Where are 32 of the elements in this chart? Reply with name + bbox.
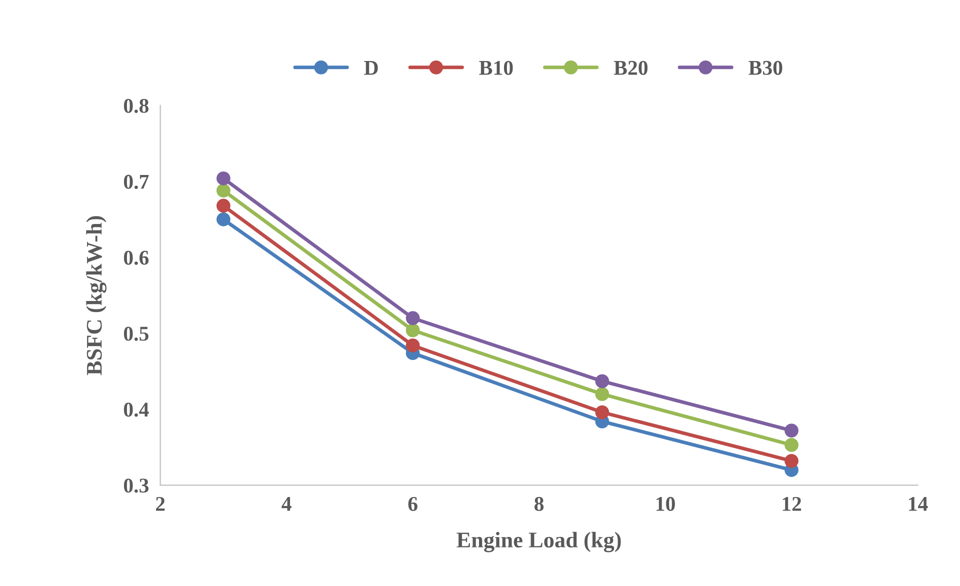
y-axis-title: BSFC (kg/kW-h) bbox=[86, 216, 106, 376]
x-tick-label: 6 bbox=[408, 496, 418, 511]
point bbox=[406, 338, 420, 352]
point bbox=[784, 454, 798, 468]
point bbox=[216, 171, 230, 186]
y-tick-label: 0.8 bbox=[124, 98, 149, 114]
point bbox=[406, 323, 420, 338]
x-tick-label: 14 bbox=[909, 497, 928, 511]
legend-label: B10 bbox=[479, 60, 513, 75]
x-tick-label: 4 bbox=[282, 497, 292, 511]
legend-label: B30 bbox=[748, 60, 782, 75]
legend-label: D bbox=[364, 61, 378, 75]
point bbox=[406, 311, 420, 326]
x-tick-label: 10 bbox=[656, 496, 675, 511]
y-tick-label: 0.4 bbox=[124, 402, 149, 417]
x-tick-label: 12 bbox=[782, 496, 802, 511]
y-tick-label: 0.5 bbox=[124, 326, 148, 341]
point bbox=[216, 184, 230, 198]
point bbox=[595, 387, 610, 402]
point bbox=[216, 212, 230, 226]
point bbox=[784, 438, 798, 452]
y-tick-label: 0.3 bbox=[124, 478, 148, 493]
point bbox=[784, 424, 798, 438]
y-tick-label: 0.6 bbox=[124, 250, 149, 265]
point bbox=[595, 405, 610, 420]
x-tick-label: 2 bbox=[156, 496, 165, 511]
x-axis-title: Engine Load (kg) bbox=[456, 532, 621, 552]
legend-label: B20 bbox=[614, 60, 648, 75]
y-tick-label: 0.7 bbox=[124, 174, 149, 189]
x-tick-label: 8 bbox=[534, 496, 544, 511]
point bbox=[216, 198, 230, 213]
point bbox=[595, 374, 610, 388]
